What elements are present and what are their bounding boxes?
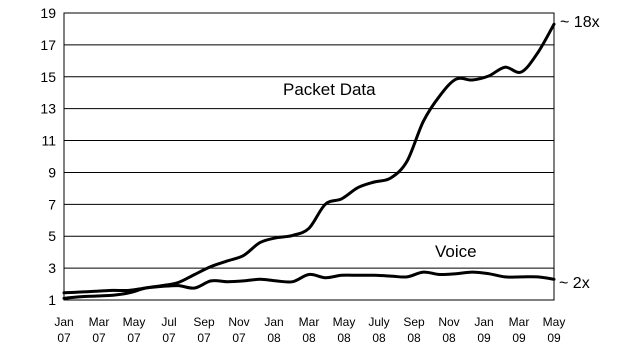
x-tick-month: May — [333, 315, 356, 329]
x-tick-month: July — [368, 315, 389, 329]
x-tick-month: Sep — [193, 315, 215, 329]
y-tick-label: 11 — [41, 133, 56, 149]
x-tick-label: Sep 07 — [193, 315, 215, 345]
x-tick-month: May — [543, 315, 566, 329]
x-tick-label: Nov 07 — [228, 315, 249, 345]
x-tick-label: Mar 08 — [299, 315, 320, 345]
x-tick-month: Mar — [89, 315, 110, 329]
y-tick-label: 17 — [40, 37, 56, 53]
y-tick-label: 5 — [48, 228, 56, 244]
y-tick-label: 13 — [40, 101, 56, 117]
voice-series-label: Voice — [435, 242, 477, 261]
x-tick-label: Mar 09 — [509, 315, 530, 345]
x-tick-year: 08 — [442, 331, 456, 345]
x-tick-label: Jan 07 — [54, 315, 73, 345]
x-tick-month: Jan — [54, 315, 73, 329]
x-tick-month: Nov — [438, 315, 459, 329]
y-tick-label: 19 — [40, 5, 56, 21]
y-tick-label: 1 — [48, 292, 56, 308]
packet-data-series-label: Packet Data — [283, 80, 376, 99]
x-tick-month: Jan — [474, 315, 493, 329]
x-tick-label: Jan 09 — [474, 315, 493, 345]
plot-frame — [63, 12, 555, 301]
y-tick-label: 9 — [48, 164, 56, 180]
x-tick-label: Jul 07 — [161, 315, 176, 345]
x-tick-month: May — [123, 315, 146, 329]
y-tick-label: 7 — [48, 196, 56, 212]
x-tick-month: Nov — [228, 315, 249, 329]
x-tick-month: Mar — [509, 315, 530, 329]
x-tick-year: 08 — [302, 331, 316, 345]
y-tick-label: 3 — [48, 260, 56, 276]
x-tick-year: 08 — [337, 331, 351, 345]
x-tick-year: 07 — [92, 331, 106, 345]
x-tick-year: 07 — [57, 331, 71, 345]
x-tick-year: 09 — [547, 331, 561, 345]
series-lines — [62, 22, 556, 300]
x-tick-year: 09 — [477, 331, 491, 345]
x-tick-month: Jan — [264, 315, 283, 329]
x-tick-year: 08 — [267, 331, 281, 345]
x-tick-label: May 09 — [543, 315, 566, 345]
x-tick-label: Mar 07 — [89, 315, 110, 345]
x-tick-year: 08 — [407, 331, 421, 345]
voice-growth-label: ~ 2x — [559, 275, 590, 292]
x-tick-label: Jan 08 — [264, 315, 283, 345]
x-tick-label: Nov 08 — [438, 315, 459, 345]
x-tick-month: Sep — [403, 315, 425, 329]
x-tick-year: 09 — [512, 331, 526, 345]
x-tick-label: May 08 — [333, 315, 356, 345]
x-tick-year: 07 — [162, 331, 176, 345]
x-tick-label: May 07 — [123, 315, 146, 345]
voice-line — [62, 270, 556, 295]
x-tick-year: 07 — [127, 331, 141, 345]
x-tick-year: 08 — [372, 331, 386, 345]
x-tick-month: Jul — [161, 315, 176, 329]
packet-data-growth-label: ~ 18x — [560, 14, 600, 31]
x-tick-year: 07 — [197, 331, 211, 345]
x-tick-month: Mar — [299, 315, 320, 329]
packet-data-line — [62, 22, 556, 300]
y-tick-label: 15 — [40, 69, 56, 85]
x-axis-ticks: Jan 07 Mar 07 May 07 Jul 07 Sep 07 Nov 07 Jan 08 Mar 08… — [54, 315, 565, 345]
gridlines — [64, 44, 554, 269]
x-tick-year: 07 — [232, 331, 246, 345]
x-tick-label: July 08 — [368, 315, 389, 345]
x-tick-label: Sep 08 — [403, 315, 425, 345]
